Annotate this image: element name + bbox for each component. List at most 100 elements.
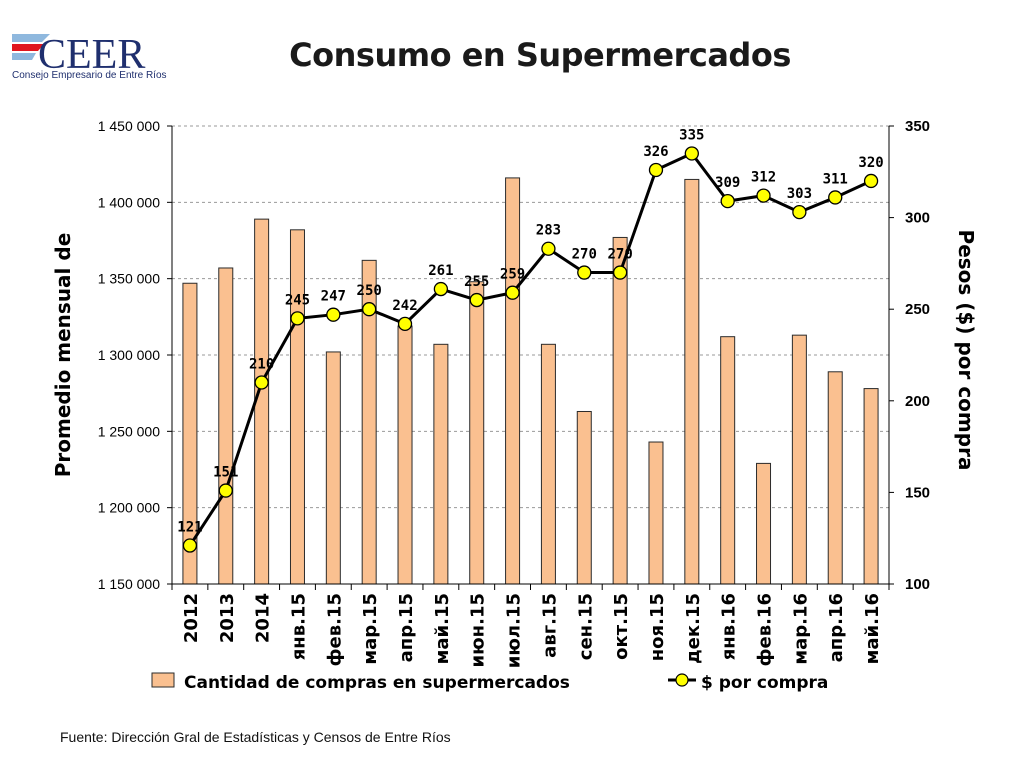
price-point — [648, 162, 664, 178]
bar — [612, 236, 628, 585]
price-data-label: 255 — [464, 274, 489, 290]
ceer-logo-mark: CEER — [12, 32, 145, 78]
x-tick-label: авг.15 — [539, 593, 560, 658]
x-tick-label: сен.15 — [575, 593, 596, 660]
price-data-label: 250 — [357, 283, 382, 299]
price-point — [397, 316, 413, 332]
x-tick-label: ноя.15 — [647, 593, 668, 661]
price-point — [362, 302, 377, 317]
bar — [433, 343, 449, 585]
bar — [684, 178, 700, 585]
y2-tick-label: 200 — [905, 393, 930, 410]
y-tick-label: 1 350 000 — [98, 271, 160, 287]
bar — [576, 410, 592, 585]
x-tick-label: фев.15 — [324, 593, 345, 666]
x-tick-label: фев.16 — [755, 593, 776, 666]
x-tick-label: 2014 — [253, 593, 274, 643]
price-data-label: 121 — [177, 520, 202, 536]
bar — [289, 229, 305, 585]
price-point — [541, 241, 556, 256]
price-data-label: 309 — [715, 175, 740, 191]
price-point — [684, 146, 699, 161]
x-tick-label: 2013 — [217, 593, 238, 643]
price-data-label: 210 — [249, 356, 274, 372]
x-tick-label: апр.15 — [396, 593, 417, 662]
y-tick-label: 1 150 000 — [98, 576, 160, 592]
price-data-label: 326 — [643, 144, 668, 160]
price-point — [254, 375, 269, 390]
bar — [325, 351, 341, 585]
bar — [791, 334, 807, 585]
y-tick-label: 1 400 000 — [98, 194, 160, 210]
x-tick-label: май.15 — [432, 593, 453, 664]
legend-line-label: $ por compra — [701, 673, 828, 693]
x-tick-label: мар.15 — [360, 593, 381, 665]
price-data-label: 259 — [500, 267, 525, 283]
x-tick-label: 2012 — [181, 593, 202, 643]
x-tick-label: дек.15 — [683, 593, 704, 664]
y-tick-label: 1 250 000 — [98, 423, 160, 439]
y2-tick-label: 250 — [905, 301, 930, 318]
price-point — [828, 190, 843, 205]
legend-marker-swatch — [675, 673, 689, 687]
price-point — [792, 204, 807, 220]
price-data-label: 283 — [536, 223, 561, 239]
bar — [469, 281, 485, 585]
price-point — [469, 292, 484, 308]
x-tick-label: окт.15 — [611, 593, 632, 660]
price-point — [863, 173, 879, 189]
y2-tick-label: 150 — [905, 484, 930, 501]
bar — [720, 336, 736, 585]
y2-tick-label: 300 — [905, 210, 930, 227]
chart-title: Consumo en Supermercados — [289, 36, 791, 74]
price-data-label: 311 — [823, 171, 848, 187]
price-point — [290, 311, 305, 326]
bar — [756, 462, 772, 585]
price-point — [505, 285, 520, 300]
price-point — [218, 483, 233, 498]
price-point — [720, 193, 735, 209]
price-data-label: 303 — [787, 186, 812, 202]
price-data-label: 335 — [679, 127, 704, 143]
x-tick-label: июн.15 — [468, 593, 489, 667]
y-axis-title: Promedio mensual de — [51, 233, 75, 478]
price-point — [433, 281, 449, 297]
bar — [863, 388, 879, 585]
y2-tick-label: 100 — [905, 576, 930, 593]
price-data-label: 312 — [751, 170, 776, 186]
price-data-label: 247 — [321, 289, 346, 305]
price-point — [577, 265, 592, 280]
logo-text: CEER — [38, 32, 145, 78]
bar — [397, 325, 413, 585]
bar — [218, 267, 234, 585]
bar — [505, 177, 521, 585]
logo-subtitle: Consejo Empresario de Entre Ríos — [12, 70, 167, 81]
x-tick-label: мар.16 — [790, 593, 811, 665]
price-data-label: 151 — [213, 465, 238, 481]
x-tick-label: май.16 — [862, 593, 883, 664]
price-point — [612, 265, 628, 280]
price-data-label: 242 — [392, 298, 417, 314]
price-point — [182, 538, 198, 553]
price-point — [756, 188, 771, 203]
price-point — [326, 307, 341, 322]
y2-axis-title: Pesos ($) por compra — [954, 230, 978, 471]
bar — [540, 343, 556, 585]
y-tick-label: 1 300 000 — [98, 347, 160, 363]
y-tick-label: 1 200 000 — [98, 500, 160, 516]
x-tick-label: апр.16 — [826, 593, 847, 662]
price-data-label: 261 — [428, 263, 453, 279]
y2-tick-label: 350 — [905, 118, 930, 135]
y-tick-label: 1 450 000 — [98, 118, 160, 134]
x-tick-label: янв.16 — [719, 593, 740, 660]
x-tick-label: янв.15 — [288, 593, 309, 660]
legend-bar-swatch — [151, 672, 175, 688]
source-note: Fuente: Dirección Gral de Estadísticas y… — [60, 729, 451, 745]
price-data-label: 245 — [285, 292, 310, 308]
bar — [827, 371, 843, 585]
price-data-label: 270 — [607, 247, 632, 263]
legend-bar-label: Cantidad de compras en supermercados — [184, 673, 570, 693]
price-data-label: 270 — [572, 247, 597, 263]
ceer-logo: CEER — [10, 20, 160, 86]
